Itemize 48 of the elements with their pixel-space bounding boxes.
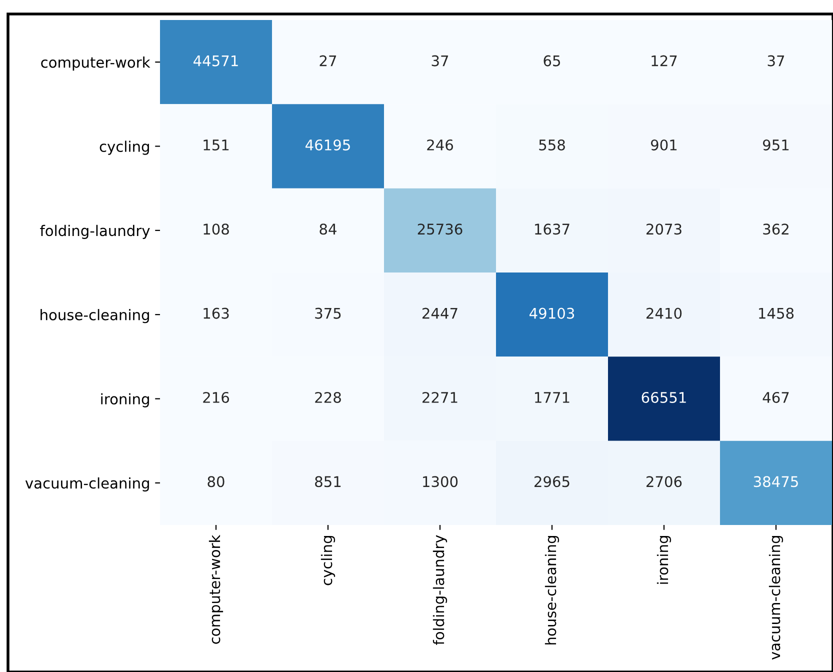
x-tick-label: folding-laundry (432, 535, 448, 645)
y-tick-label: vacuum-cleaning (25, 477, 149, 492)
data-label: 467 (762, 392, 789, 403)
data-label: 375 (315, 308, 341, 319)
y-tick-label: folding-laundry (40, 224, 150, 239)
data-label: 558 (539, 139, 565, 150)
data-label: 27 (320, 55, 336, 66)
data-label: 2706 (646, 476, 682, 488)
data-label: 38475 (754, 476, 798, 488)
data-label: 46195 (306, 139, 350, 150)
y-tick-label: computer-work (41, 56, 150, 71)
data-label: 84 (320, 224, 336, 235)
x-tick-label: vacuum-cleaning (768, 536, 784, 660)
data-label: 127 (652, 55, 677, 66)
data-label: 66551 (642, 392, 686, 403)
data-label: 901 (651, 139, 677, 150)
data-label: 65 (544, 55, 560, 66)
y-tick-label: ironing (101, 393, 149, 408)
data-label: 1637 (535, 224, 570, 235)
data-label: 37 (432, 55, 448, 66)
data-label: 25736 (418, 224, 462, 235)
data-label: 44571 (194, 55, 238, 66)
y-tick-label: house-cleaning (40, 309, 149, 324)
data-label: 80 (208, 476, 224, 488)
x-tick-label: ironing (656, 536, 672, 584)
data-label: 2410 (646, 308, 682, 319)
data-label: 851 (315, 476, 341, 488)
data-label: 2447 (422, 308, 458, 319)
data-label: 362 (763, 224, 788, 235)
data-label: 163 (204, 308, 229, 319)
data-label: 2965 (534, 476, 570, 488)
data-label: 49103 (530, 308, 574, 319)
x-tick-label: house-cleaning (544, 536, 560, 644)
y-tick-label: cycling (100, 140, 149, 155)
data-label: 246 (427, 139, 453, 150)
data-label: 1771 (535, 392, 570, 403)
data-label: 108 (204, 224, 229, 235)
x-tick-label: computer-work (208, 534, 224, 644)
data-label: 2271 (422, 392, 458, 403)
x-tick-label: cycling (320, 536, 336, 586)
data-label: 37 (768, 55, 784, 66)
data-label: 216 (203, 392, 229, 403)
data-label: 1300 (423, 476, 458, 488)
data-label: 1458 (759, 308, 794, 319)
data-label: 951 (763, 139, 789, 150)
data-label: 151 (204, 140, 229, 150)
data-label: 2073 (646, 224, 682, 235)
data-label: 228 (315, 392, 341, 403)
